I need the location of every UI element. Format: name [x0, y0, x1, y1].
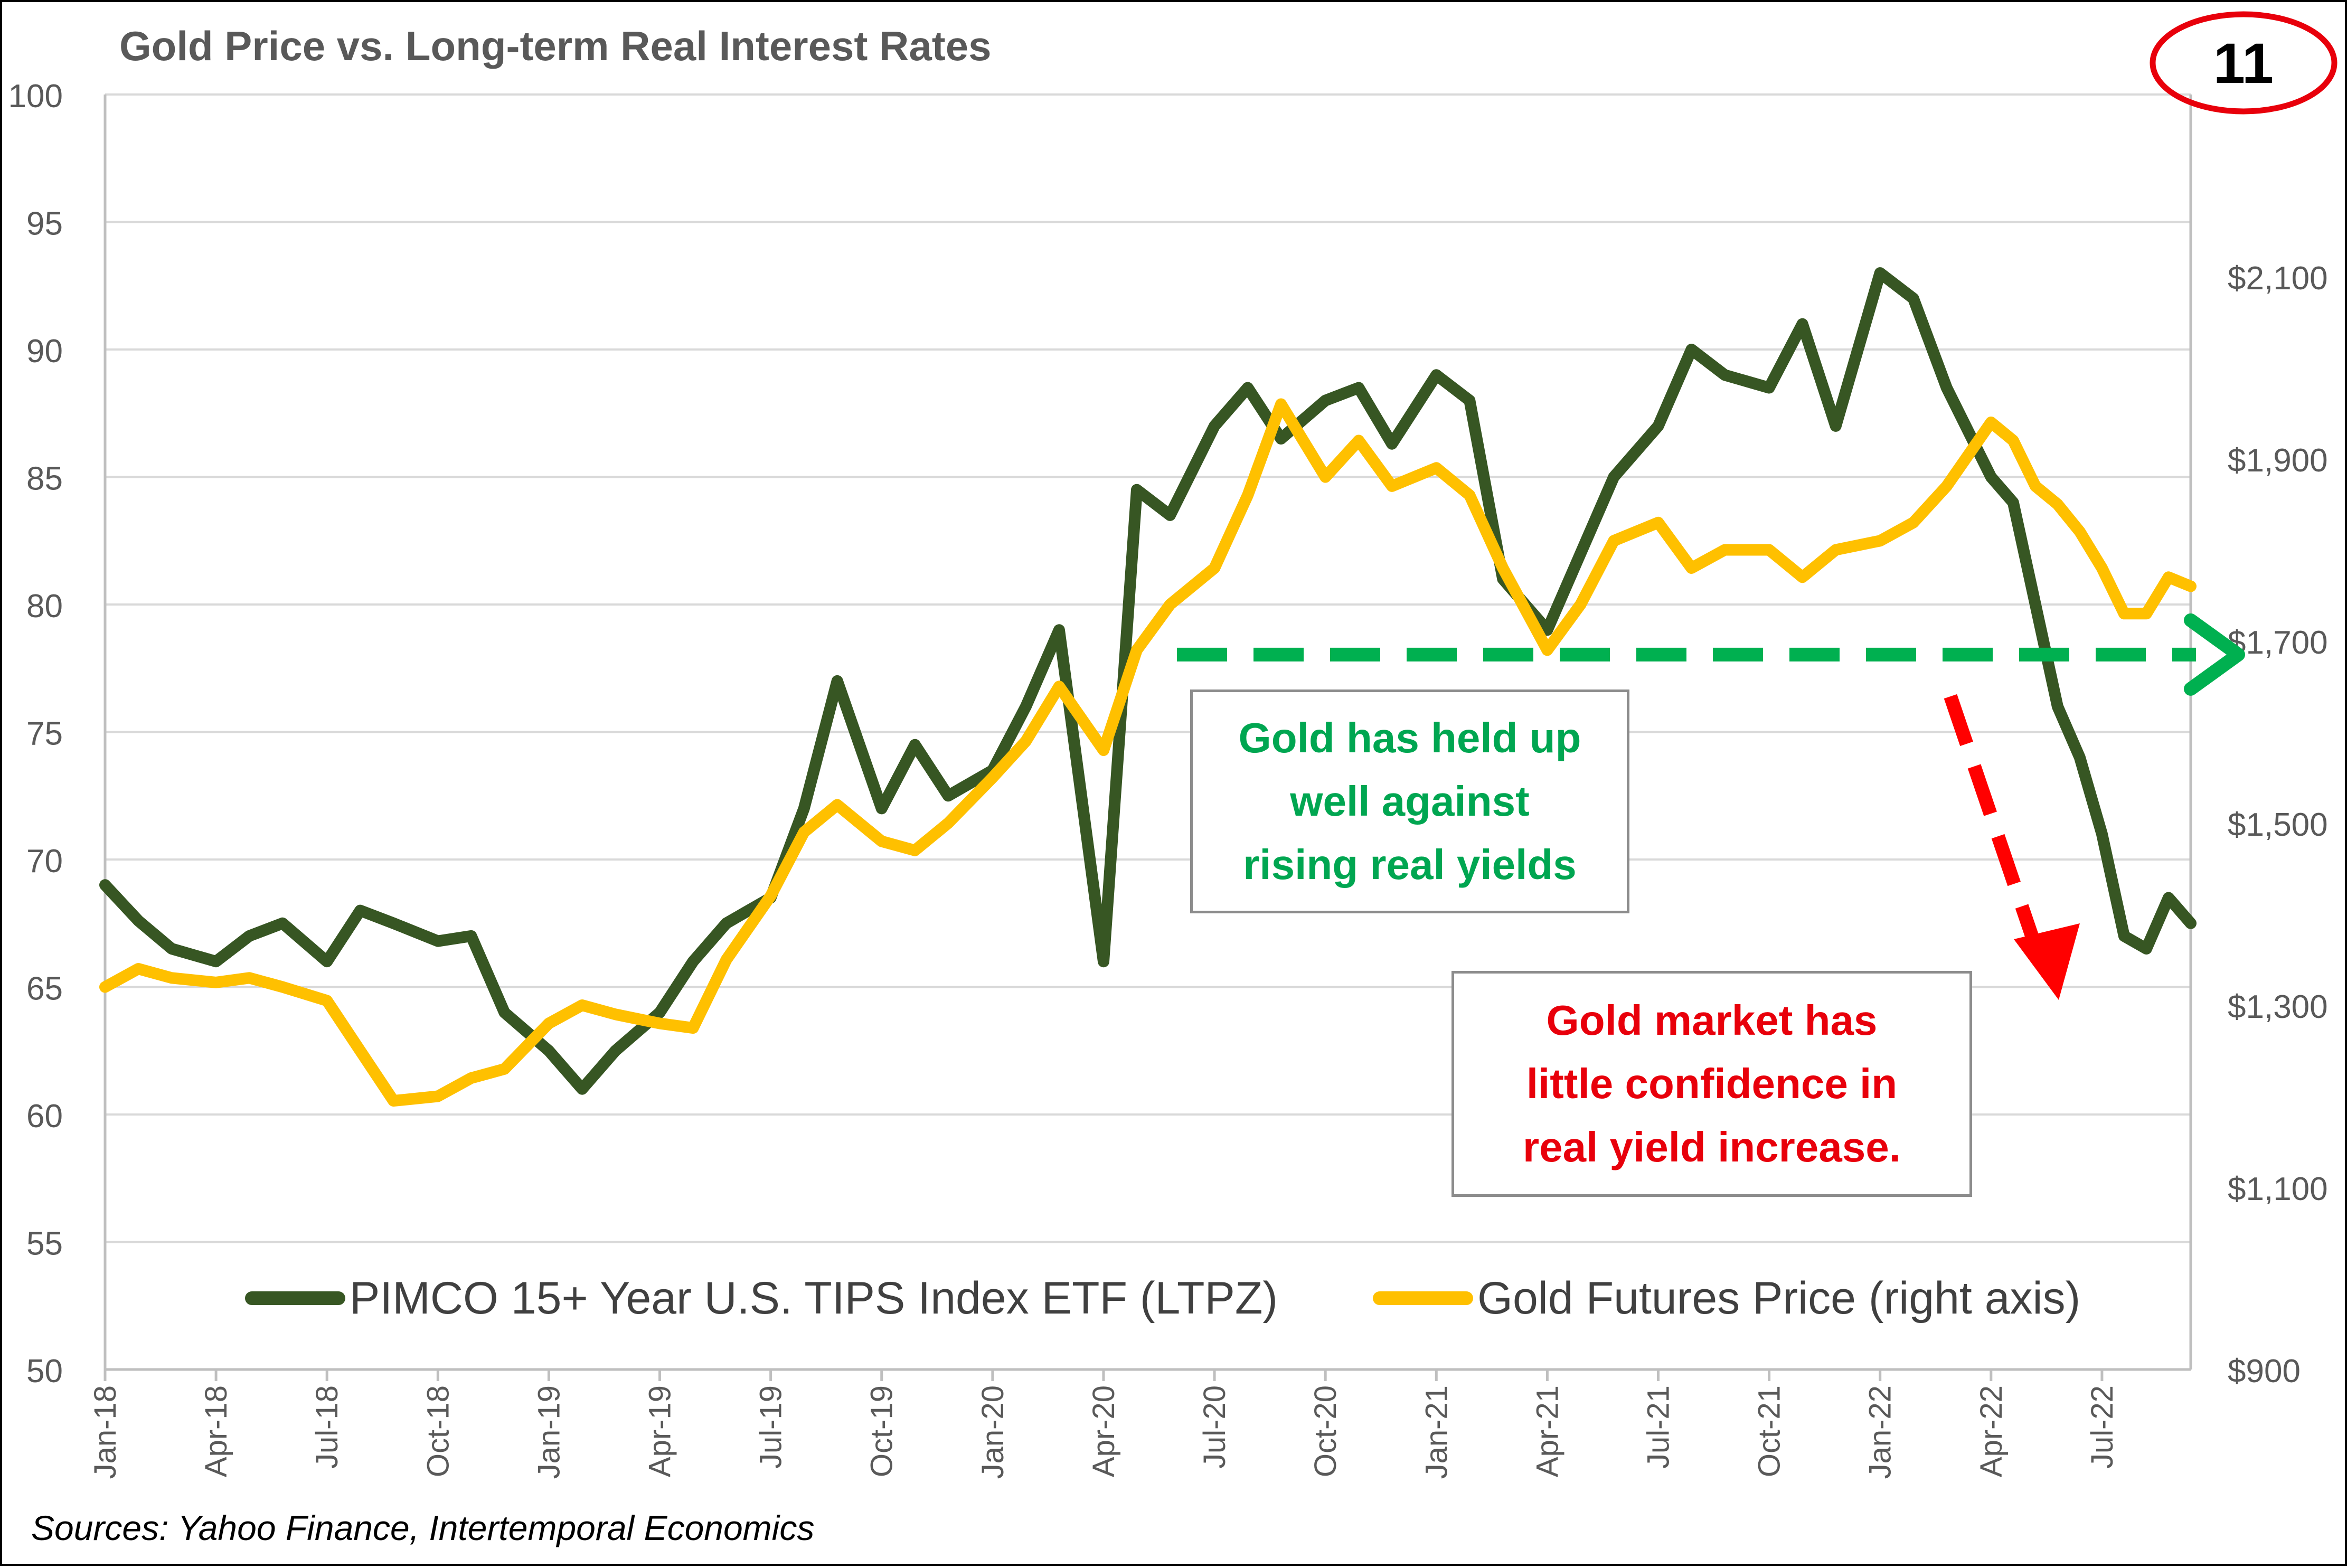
red-circle-icon	[2150, 11, 2337, 115]
red-arrow-line	[1944, 694, 2050, 971]
chart-title: Gold Price vs. Long-term Real Interest R…	[119, 23, 992, 69]
legend-item-gold: Gold Futures Price (right axis)	[1373, 1272, 2080, 1325]
x-tick-label: Oct-19	[865, 1385, 899, 1477]
x-tick-label: Oct-20	[1308, 1385, 1343, 1477]
x-tick-label: Jan-21	[1419, 1385, 1454, 1479]
source-note: Sources: Yahoo Finance, Intertemporal Ec…	[31, 1508, 815, 1547]
x-tick-label: Jul-20	[1198, 1385, 1232, 1469]
x-tick-label: Apr-20	[1087, 1385, 1121, 1477]
ltpz-series-line	[99, 267, 2197, 1095]
y-left-tick-label: 85	[26, 461, 63, 497]
x-tick-label: Apr-18	[199, 1385, 233, 1477]
y-left-tick-label: 75	[26, 716, 63, 752]
green-annotation-text: Gold has held up well against rising rea…	[1238, 714, 1581, 888]
chart-legend: PIMCO 15+ Year U.S. TIPS Index ETF (LTPZ…	[245, 1269, 2175, 1327]
y-right-tick-label: $1,100	[2228, 1171, 2328, 1207]
red-annotation-box: Gold market has little confidence in rea…	[1451, 971, 1972, 1197]
y-left-tick-label: 50	[26, 1353, 63, 1390]
x-tick-label: Jul-18	[310, 1385, 344, 1469]
legend-item-ltpz: PIMCO 15+ Year U.S. TIPS Index ETF (LTPZ…	[245, 1272, 1278, 1325]
legend-swatch-gold	[1373, 1291, 1474, 1305]
legend-label-gold: Gold Futures Price (right axis)	[1477, 1272, 2081, 1324]
x-tick-label: Jul-21	[1641, 1385, 1675, 1469]
y-left-tick-label: 95	[26, 206, 63, 242]
green-arrow-head-icon	[2184, 613, 2245, 696]
legend-label-ltpz: PIMCO 15+ Year U.S. TIPS Index ETF (LTPZ…	[350, 1272, 1278, 1324]
x-tick-label: Jul-22	[2085, 1385, 2119, 1469]
x-tick-label: Oct-18	[421, 1385, 455, 1477]
y-left-tick-label: 55	[26, 1226, 63, 1262]
x-tick-label: Oct-21	[1752, 1385, 1787, 1477]
y-left-tick-label: 70	[26, 843, 63, 880]
y-right-tick-label: $1,900	[2228, 442, 2328, 479]
y-left-tick-label: 90	[26, 333, 63, 370]
red-arrow-head-icon	[2014, 923, 2080, 1000]
y-left-tick-label: 60	[26, 1098, 63, 1135]
y-right-tick-label: $1,300	[2228, 989, 2328, 1025]
x-tick-label: Jan-22	[1863, 1385, 1898, 1479]
slide-number: 11	[2213, 31, 2274, 95]
x-tick-label: Apr-22	[1974, 1385, 2009, 1477]
x-tick-label: Apr-19	[643, 1385, 677, 1477]
gold-series-line	[99, 398, 2197, 1107]
y-left-tick-label: 65	[26, 971, 63, 1007]
y-left-tick-label: 100	[8, 78, 63, 115]
x-tick-label: Jan-20	[976, 1385, 1010, 1479]
x-tick-label: Jan-18	[88, 1385, 122, 1479]
y-right-tick-label: $2,100	[2228, 260, 2328, 297]
slide-number-badge: 11	[2146, 7, 2341, 118]
x-tick-label: Jul-19	[754, 1385, 788, 1469]
red-annotation-text: Gold market has little confidence in rea…	[1522, 997, 1901, 1170]
x-tick-label: Jan-19	[532, 1385, 566, 1479]
legend-swatch-ltpz	[245, 1291, 345, 1305]
y-left-tick-label: 80	[26, 588, 63, 625]
x-tick-label: Apr-21	[1530, 1385, 1564, 1477]
green-annotation-box: Gold has held up well against rising rea…	[1190, 689, 1629, 913]
y-right-tick-label: $1,500	[2228, 807, 2328, 843]
y-right-tick-label: $900	[2228, 1353, 2301, 1390]
